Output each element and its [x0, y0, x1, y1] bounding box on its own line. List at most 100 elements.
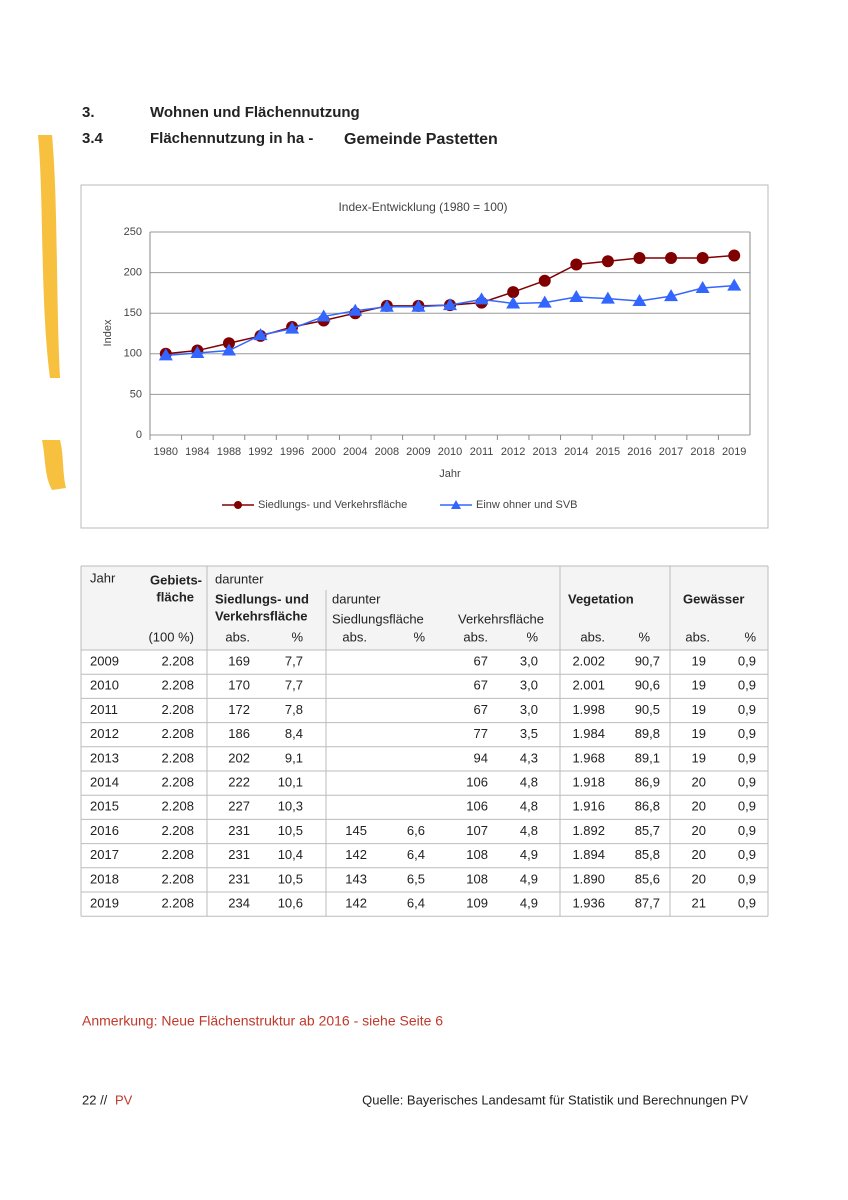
y-axis-title: Index	[102, 319, 114, 346]
point	[474, 292, 489, 305]
table-cell: 107	[466, 823, 488, 838]
table-cell: 86,9	[635, 775, 660, 790]
x-tick-label: 1980	[154, 446, 178, 458]
table-cell: 0,9	[738, 775, 756, 790]
table-cell: 19	[692, 654, 706, 669]
point	[633, 251, 646, 264]
table-cell: 20	[692, 775, 706, 790]
header-cell: Gewässer	[683, 591, 744, 606]
table-cell: 6,4	[407, 896, 425, 911]
table-cell: 1.998	[572, 702, 605, 717]
table-cell: 231	[228, 871, 250, 886]
table-cell: 227	[228, 799, 250, 814]
table-cell: 9,1	[285, 750, 303, 765]
table-cell: 2012	[90, 726, 119, 741]
header-cell: Vegetation	[568, 591, 634, 606]
header-cell: fläche	[156, 589, 194, 604]
point	[507, 286, 520, 299]
table-cell: 2.002	[572, 654, 605, 669]
table-cell: 2.208	[161, 896, 194, 911]
table-cell: 2.208	[161, 750, 194, 765]
table-cell: 2017	[90, 847, 119, 862]
point	[538, 274, 551, 287]
point	[600, 291, 615, 304]
table-cell: 4,9	[520, 896, 538, 911]
source: Quelle: Bayerisches Landesamt für Statis…	[362, 1092, 748, 1107]
table-cell: 4,9	[520, 871, 538, 886]
table-cell: 234	[228, 896, 250, 911]
header-cell: Verkehrsfläche	[215, 608, 308, 623]
table-cell: 2.208	[161, 799, 194, 814]
table-cell: 2019	[90, 896, 119, 911]
table-cell: 108	[466, 871, 488, 886]
table-cell: 1.894	[572, 847, 605, 862]
table-cell: 1.890	[572, 871, 605, 886]
point	[727, 278, 742, 291]
point	[695, 281, 710, 294]
header-cell: abs.	[225, 629, 250, 644]
point	[443, 298, 457, 311]
table-cell: 10,5	[278, 871, 303, 886]
table-cell: 20	[692, 823, 706, 838]
table-cell: 2010	[90, 678, 119, 693]
header-cell: Siedlungsfläche	[332, 611, 424, 626]
heading-title: Flächennutzung in ha -	[150, 130, 313, 147]
heading-number: 3.	[82, 104, 95, 121]
table-cell: 2.001	[572, 678, 605, 693]
point	[316, 309, 331, 322]
table-cell: 169	[228, 654, 250, 669]
table-cell: 3,0	[520, 654, 538, 669]
table-cell: 90,6	[635, 678, 660, 693]
legend-label: Einw ohner und SVB	[476, 499, 578, 511]
header-cell: %	[744, 629, 756, 644]
point	[665, 251, 678, 264]
x-tick-label: 2016	[627, 446, 651, 458]
table-cell: 170	[228, 678, 250, 693]
y-tick-label: 0	[136, 429, 142, 441]
table-cell: 19	[692, 726, 706, 741]
x-tick-label: 2015	[596, 446, 620, 458]
table-cell: 6,5	[407, 871, 425, 886]
table-cell: 2018	[90, 871, 119, 886]
table-cell: 89,1	[635, 750, 660, 765]
table-cell: 4,8	[520, 823, 538, 838]
table-cell: 231	[228, 847, 250, 862]
table-cell: 85,7	[635, 823, 660, 838]
x-tick-label: 2009	[406, 446, 430, 458]
table-cell: 0,9	[738, 702, 756, 717]
table-cell: 10,4	[278, 847, 303, 862]
chart-frame	[80, 184, 769, 529]
marker-stroke	[38, 135, 60, 378]
x-tick-label: 2014	[564, 446, 588, 458]
table-cell: 21	[692, 896, 706, 911]
point	[253, 328, 268, 341]
table-cell: 143	[345, 871, 367, 886]
table-cell: 0,9	[738, 871, 756, 886]
table-cell: 106	[466, 799, 488, 814]
note: Anmerkung: Neue Flächenstruktur ab 2016 …	[82, 1013, 443, 1029]
table-cell: 20	[692, 847, 706, 862]
point	[569, 289, 584, 302]
x-axis-title: Jahr	[439, 468, 461, 480]
table-cell: 20	[692, 871, 706, 886]
table-cell: 0,9	[738, 726, 756, 741]
table-cell: 142	[345, 847, 367, 862]
point	[348, 303, 363, 316]
header-cell: darunter	[332, 591, 381, 606]
point	[570, 258, 583, 271]
table-cell: 4,9	[520, 847, 538, 862]
point	[728, 249, 741, 262]
table-cell: 19	[692, 678, 706, 693]
table-cell: 3,5	[520, 726, 538, 741]
table-cell: 2.208	[161, 775, 194, 790]
point	[190, 345, 205, 358]
table-cell: 1.968	[572, 750, 605, 765]
y-tick-label: 200	[124, 267, 142, 279]
x-tick-label: 1992	[248, 446, 272, 458]
table-cell: 8,4	[285, 726, 303, 741]
table-cell: 87,7	[635, 896, 660, 911]
header-cell: Verkehrsfläche	[458, 611, 544, 626]
header-cell: %	[638, 629, 650, 644]
point	[664, 289, 679, 302]
page-number: 22 //	[82, 1092, 108, 1107]
